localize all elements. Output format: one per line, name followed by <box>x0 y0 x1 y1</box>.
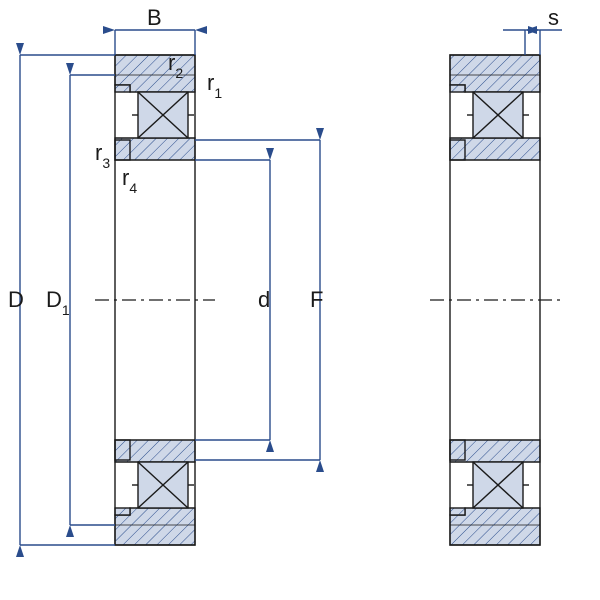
dim-label-B: B <box>147 5 162 30</box>
left-section-flange-top <box>115 85 130 92</box>
dim-label-d: d <box>258 287 270 312</box>
dim-label-s: s <box>548 5 559 30</box>
dim-label-D: D <box>8 287 24 312</box>
right-section-flange-bot <box>450 508 465 515</box>
left-section-flange-bot <box>115 508 130 515</box>
right-section-inner-race-bot <box>450 440 540 462</box>
left-section-inner-race-top <box>115 138 195 160</box>
left-section-inner-race-bot <box>115 440 195 462</box>
right-section-inner-race-top <box>450 138 540 160</box>
dim-label-F: F <box>310 287 323 312</box>
right-section-flange-top <box>450 85 465 92</box>
